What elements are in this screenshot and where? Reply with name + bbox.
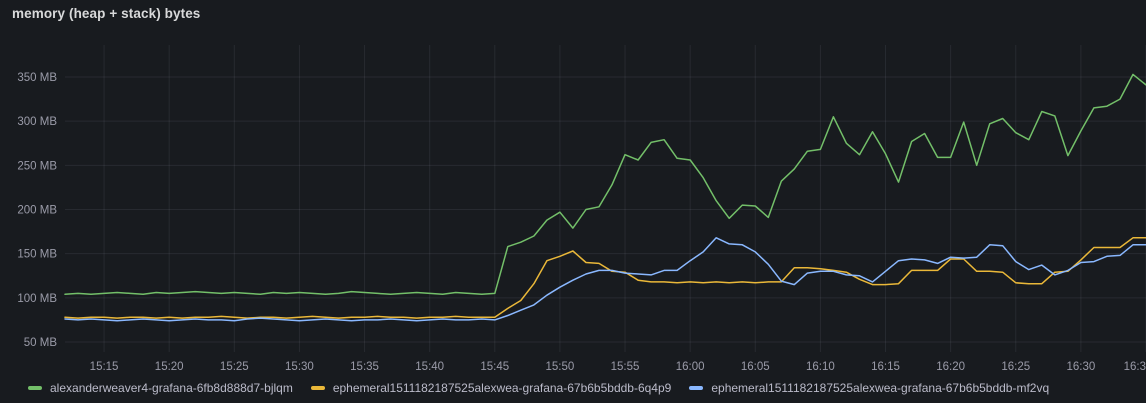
y-axis-tick-label: 200 MB bbox=[17, 205, 57, 217]
x-axis-tick-label: 16:00 bbox=[676, 361, 705, 373]
time-series-chart: 50 MB 100 MB 150 MB 200 MB 250 MB 300 MB 350 M… bbox=[0, 0, 1146, 378]
series-color-swatch-blue bbox=[689, 386, 704, 390]
panel-title[interactable]: memory (heap + stack) bytes bbox=[12, 6, 201, 21]
x-axis-tick-label: 15:40 bbox=[415, 361, 444, 373]
x-axis-tick-label: 15:45 bbox=[480, 361, 509, 373]
y-axis-tick-label: 300 MB bbox=[17, 116, 57, 128]
legend-label: alexanderweaver4-grafana-6fb8d888d7-bjlq… bbox=[50, 381, 293, 395]
x-axis-tick-label: 16:05 bbox=[741, 361, 770, 373]
legend-item-series-2[interactable]: ephemeral1511182187525alexwea-grafana-67… bbox=[310, 381, 672, 395]
x-axis-tick-label: 16:25 bbox=[1001, 361, 1030, 373]
x-axis-tick-label: 16:10 bbox=[806, 361, 835, 373]
x-axis-tick-label: 16:3 bbox=[1124, 361, 1146, 373]
x-axis-tick-label: 15:35 bbox=[350, 361, 379, 373]
series-line-3 bbox=[64, 237, 1146, 322]
series-color-swatch-green bbox=[28, 386, 42, 390]
x-axis-tick-label: 15:15 bbox=[90, 361, 119, 373]
x-axis-tick-label: 16:20 bbox=[936, 361, 965, 373]
y-axis-tick-label: 50 MB bbox=[24, 337, 58, 349]
plot-area[interactable] bbox=[65, 45, 1146, 352]
x-axis-tick-label: 16:30 bbox=[1066, 361, 1095, 373]
chart-canvas[interactable]: 50 MB 100 MB 150 MB 200 MB 250 MB 300 MB 350 M… bbox=[0, 0, 1146, 378]
x-axis-tick-label: 15:30 bbox=[285, 361, 314, 373]
y-axis-tick-label: 350 MB bbox=[17, 72, 57, 84]
y-axis-tick-label: 150 MB bbox=[17, 249, 57, 261]
x-axis-tick-label: 15:20 bbox=[155, 361, 184, 373]
y-axis-tick-label: 100 MB bbox=[17, 293, 57, 305]
series-line-2 bbox=[64, 237, 1146, 319]
series-line-1 bbox=[64, 73, 1146, 296]
legend-item-series-3[interactable]: ephemeral1511182187525alexwea-grafana-67… bbox=[689, 381, 1049, 395]
y-axis-tick-label: 250 MB bbox=[17, 160, 57, 172]
x-axis-tick-label: 15:55 bbox=[611, 361, 640, 373]
x-axis-tick-label: 15:25 bbox=[220, 361, 249, 373]
legend-item-series-1[interactable]: alexanderweaver4-grafana-6fb8d888d7-bjlq… bbox=[28, 381, 293, 395]
series-color-swatch-yellow bbox=[310, 386, 325, 390]
legend: alexanderweaver4-grafana-6fb8d888d7-bjlq… bbox=[28, 381, 1049, 395]
legend-label: ephemeral1511182187525alexwea-grafana-67… bbox=[711, 381, 1050, 395]
x-axis-tick-label: 16:15 bbox=[871, 361, 900, 373]
x-axis-tick-label: 15:50 bbox=[546, 361, 575, 373]
legend-label: ephemeral1511182187525alexwea-grafana-67… bbox=[332, 381, 672, 395]
